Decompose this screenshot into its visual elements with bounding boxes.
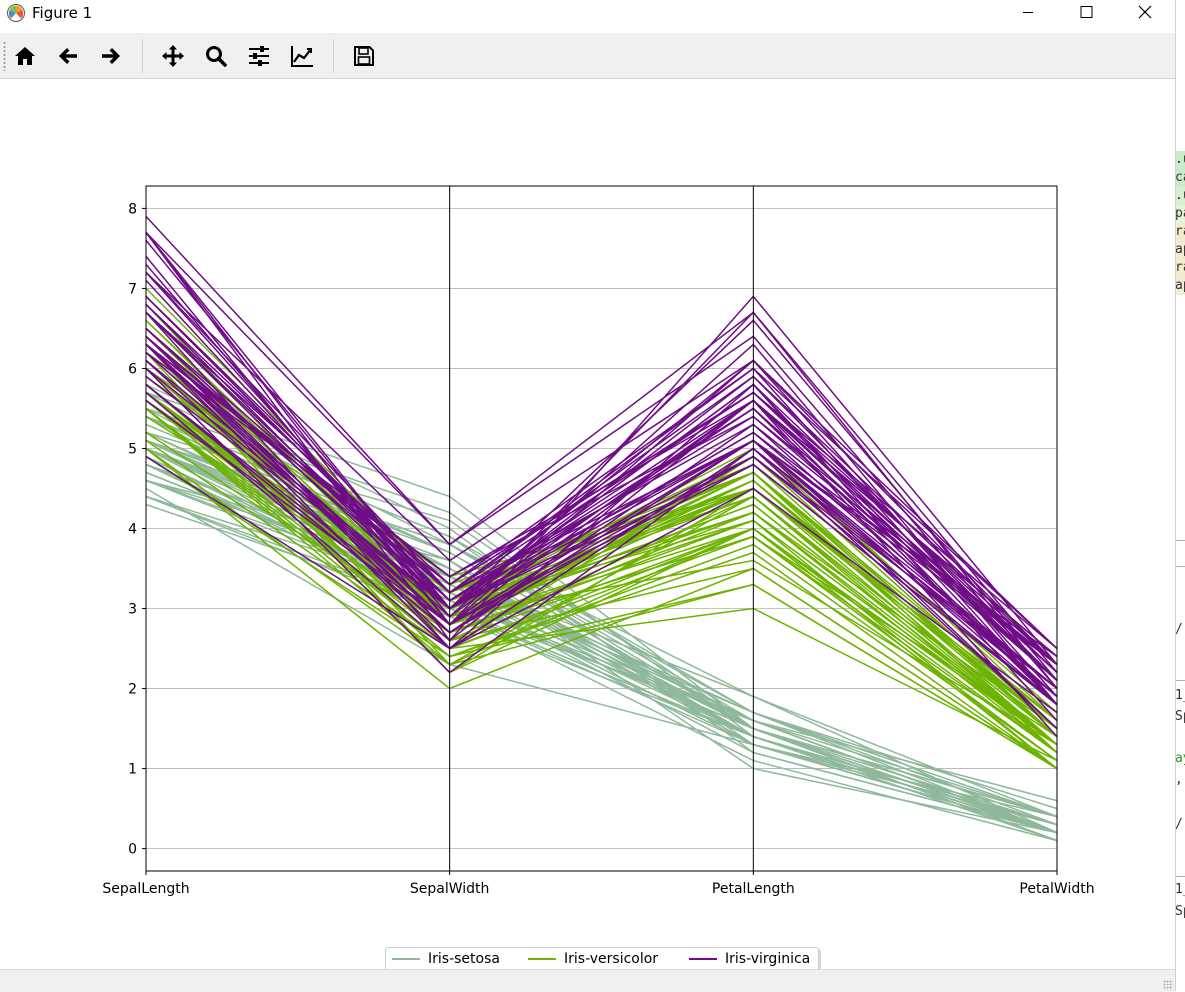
data-line [145, 375, 1058, 706]
parallel-coordinates-chart[interactable]: 0 1 2 3 4 5 6 7 8 SepalLength SepalWidth PetalLengt… [0, 79, 1175, 969]
data-line [145, 311, 1058, 650]
data-line [145, 455, 1058, 714]
data-line [145, 367, 1058, 730]
data-line [145, 447, 1058, 770]
divider [1176, 876, 1185, 877]
home-icon [15, 47, 35, 65]
y-tick-label: 5 [128, 441, 137, 457]
code-fragment: Sp [1175, 904, 1185, 919]
legend-label-virginica: Iris-virginica [725, 951, 811, 967]
zoom-button[interactable] [201, 41, 231, 71]
code-fragment: ra [1175, 260, 1185, 275]
divider [1176, 680, 1185, 681]
data-line [145, 335, 1058, 674]
save-icon [354, 46, 374, 66]
code-fragment: / [1175, 622, 1183, 637]
y-tick-label: 4 [128, 522, 137, 538]
back-button[interactable] [53, 41, 83, 71]
pan-icon [162, 45, 184, 67]
title-bar: Figure 1 [0, 0, 1175, 32]
figure-canvas[interactable]: 0 1 2 3 4 5 6 7 8 SepalLength SepalWidth PetalLengt… [0, 79, 1175, 969]
customize-icon [291, 46, 313, 67]
home-button[interactable] [10, 41, 40, 71]
pan-button[interactable] [158, 41, 188, 71]
code-fragment: pa [1175, 206, 1185, 221]
data-line [145, 231, 1058, 673]
forward-button[interactable] [96, 41, 126, 71]
code-highlight [1176, 151, 1185, 169]
data-line [145, 271, 1058, 650]
navigation-toolbar [0, 33, 1175, 79]
y-tick-label: 6 [128, 361, 137, 377]
data-line [145, 383, 1058, 698]
code-fragment: ap [1175, 242, 1185, 257]
background-window-edge: .u ca .u pa ra ap ra ap / 1_ Sp ay , / 1… [1175, 0, 1185, 991]
data-line [145, 303, 1058, 666]
y-tick-label: 0 [128, 842, 137, 858]
subplots-button[interactable] [244, 41, 274, 71]
code-fragment: ra [1175, 224, 1185, 239]
code-highlight [1176, 241, 1185, 259]
code-fragment: .u [1175, 152, 1185, 167]
toolbar-grip[interactable] [3, 41, 6, 71]
toolbar-separator [142, 39, 143, 73]
legend-label-setosa: Iris-setosa [428, 951, 500, 967]
forward-icon [102, 48, 120, 64]
minimize-icon[interactable] [1005, 0, 1051, 26]
x-tick-label: SepalLength [102, 881, 189, 897]
x-tick-label: PetalLength [712, 881, 795, 897]
matplotlib-logo-icon [7, 4, 25, 22]
y-tick-label: 8 [128, 201, 137, 217]
status-bar [0, 969, 1175, 992]
data-line [145, 407, 1058, 746]
code-fragment: .u [1175, 188, 1185, 203]
code-highlight [1176, 259, 1185, 277]
code-fragment: / [1175, 817, 1183, 832]
y-tick-label: 2 [128, 682, 137, 698]
code-fragment: ca [1175, 170, 1185, 185]
series-iris-virginica [145, 215, 1058, 738]
data-line [145, 231, 1058, 689]
code-highlight [1176, 187, 1185, 205]
legend-swatch-versicolor [528, 958, 556, 960]
legend: Iris-setosa Iris-versicolor Iris-virgini… [385, 947, 819, 971]
maximize-icon[interactable] [1063, 0, 1109, 26]
code-highlight [1176, 223, 1185, 241]
code-fragment: Sp [1175, 709, 1185, 724]
code-fragment: ap [1175, 278, 1185, 293]
code-highlight [1176, 205, 1185, 223]
divider [1176, 566, 1185, 567]
code-highlight [1176, 277, 1185, 295]
close-icon[interactable] [1121, 0, 1167, 26]
window-title: Figure 1 [32, 4, 93, 22]
legend-swatch-setosa [392, 958, 420, 960]
y-tick-label: 1 [128, 762, 137, 778]
y-tick-label: 7 [128, 281, 137, 297]
code-fragment: , [1175, 772, 1183, 787]
back-icon [59, 48, 77, 64]
code-fragment: ay [1175, 751, 1185, 766]
zoom-icon [206, 46, 227, 67]
legend-swatch-virginica [689, 958, 717, 960]
size-grip[interactable] [1163, 980, 1173, 990]
customize-button[interactable] [287, 41, 317, 71]
data-line [145, 311, 1058, 658]
code-fragment: 1_ [1175, 882, 1185, 897]
x-tick-label: PetalWidth [1019, 881, 1094, 897]
legend-label-versicolor: Iris-versicolor [564, 951, 659, 967]
data-line [145, 407, 1058, 770]
code-fragment: 1_ [1175, 688, 1185, 703]
data-line [145, 439, 1058, 762]
toolbar-separator [333, 39, 334, 73]
divider [1176, 540, 1185, 541]
x-tick-label: SepalWidth [410, 881, 490, 897]
save-button[interactable] [349, 41, 379, 71]
data-line [145, 327, 1058, 690]
data-line [145, 351, 1058, 666]
code-highlight [1176, 169, 1185, 187]
subplots-icon [249, 46, 269, 66]
y-tick-label: 3 [128, 602, 137, 618]
